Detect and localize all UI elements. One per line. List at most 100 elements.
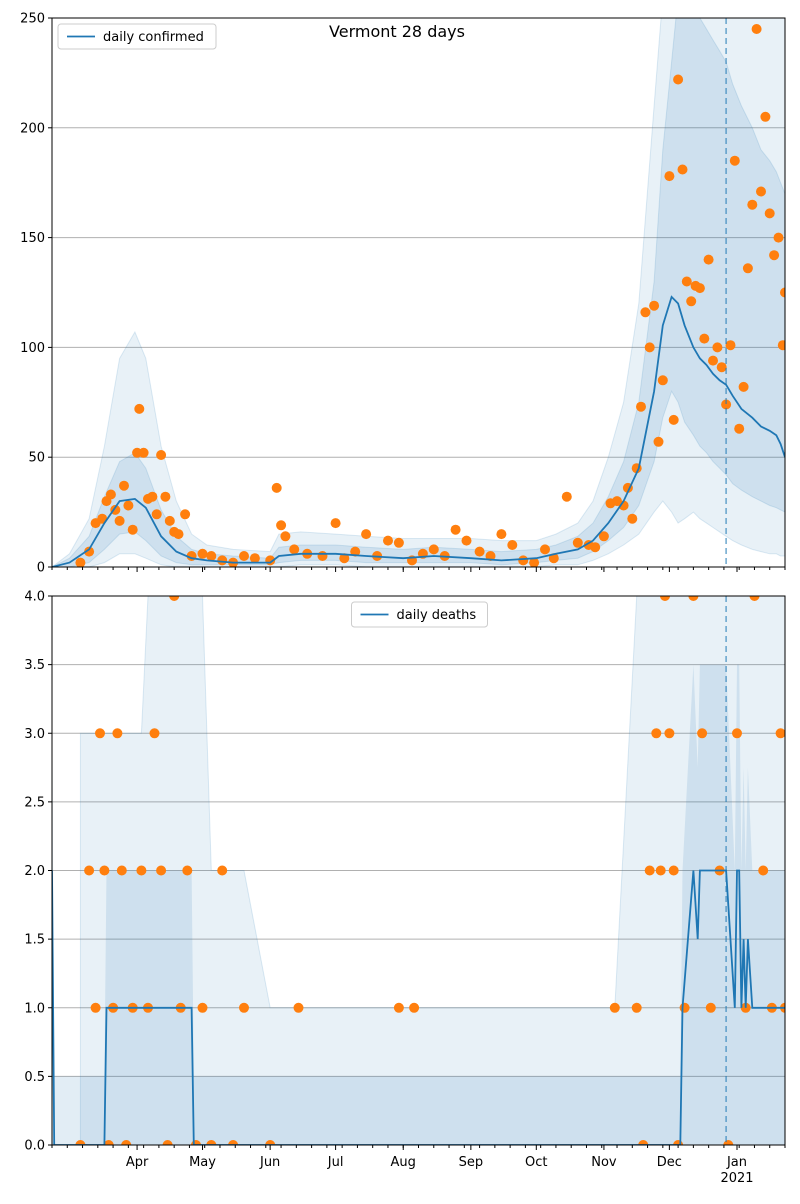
observation-point (75, 557, 86, 567)
observation-point (507, 540, 518, 550)
x-year-label: 2021 (720, 1171, 753, 1186)
observation-point (317, 551, 328, 561)
legend: daily confirmed (57, 23, 217, 50)
axes-frame (51, 595, 786, 1146)
observation-point (103, 1140, 114, 1145)
observation-point (265, 1140, 276, 1145)
observation-point (732, 728, 742, 739)
observation-point (169, 596, 180, 601)
x-tick-label: Nov (591, 1155, 617, 1170)
observation-point (729, 155, 740, 166)
observation-point (173, 529, 184, 540)
top-panel: 0 50 100 150 200 250 daily confirmed (20, 12, 786, 576)
legend: daily deaths (351, 601, 488, 628)
observation-point (112, 728, 123, 739)
y-tick-label: 250 (20, 12, 45, 27)
observation-point (644, 865, 655, 876)
observation-point (114, 515, 125, 526)
x-tick-label: Jul (327, 1155, 344, 1170)
observation-point (699, 333, 710, 344)
x-tick-label: Jan (726, 1155, 747, 1170)
legend-label: daily deaths (397, 608, 477, 623)
x-tick-label: May (189, 1155, 216, 1170)
y-tick-label: 0.5 (24, 1070, 45, 1085)
y-tick-label: 0 (37, 561, 45, 576)
observation-point (461, 535, 472, 546)
observation-point (119, 480, 129, 491)
observation-point (75, 1140, 86, 1145)
observation-point (239, 551, 249, 561)
y-tick-label: 4.0 (24, 590, 45, 605)
observation-point (705, 1002, 716, 1013)
observation-point (738, 381, 749, 392)
observation-point (716, 362, 727, 373)
observation-point (116, 865, 127, 876)
observation-point (627, 513, 638, 524)
observation-point (160, 491, 171, 502)
observation-point (598, 531, 609, 542)
observation-point (742, 263, 753, 274)
observation-point (239, 1002, 249, 1013)
observation-point (673, 74, 684, 85)
observation-point (164, 515, 175, 526)
observation-point (450, 524, 461, 535)
y-tick-label: 0.0 (24, 1139, 45, 1154)
observation-point (182, 865, 193, 876)
y-tick-label: 50 (28, 451, 45, 466)
observation-point (197, 548, 208, 559)
observation-point (276, 520, 287, 531)
observation-point (668, 414, 679, 425)
observation-point (712, 342, 723, 353)
observation-point (518, 555, 529, 566)
observation-point (760, 111, 771, 122)
plot-area (52, 18, 785, 567)
observation-point (84, 865, 95, 876)
observation-point (686, 296, 697, 307)
observation-point (197, 1002, 208, 1013)
y-tick-label: 100 (20, 341, 45, 356)
y-tick-label: 1.5 (24, 933, 45, 948)
observation-point (350, 546, 361, 557)
legend-label: daily confirmed (103, 30, 204, 45)
observation-point (694, 283, 705, 294)
observation-point (339, 553, 350, 564)
observation-point (725, 340, 736, 351)
axes-frame (51, 17, 786, 568)
y-tick-label: 200 (20, 121, 45, 136)
observation-point (609, 1002, 620, 1013)
observation-point (618, 500, 629, 511)
observation-point (156, 865, 167, 876)
observation-point (561, 491, 572, 502)
confidence-band-inner (52, 18, 785, 567)
observation-point (95, 728, 105, 739)
observation-point (764, 208, 775, 219)
bottom-panel: 0.0 0.5 1.0 1.5 2.0 2.5 3.0 3.5 4.0 Apr May Jun Jul A… (24, 590, 786, 1186)
observation-point (217, 555, 228, 566)
observation-point (162, 1140, 173, 1145)
x-tick-label: Sep (459, 1155, 484, 1170)
observation-point (721, 399, 732, 410)
y-tick-label: 150 (20, 231, 45, 246)
observation-point (703, 254, 714, 265)
observation-point (734, 423, 745, 434)
observation-point (644, 342, 655, 353)
observation-point (747, 199, 758, 210)
observation-point (383, 535, 393, 546)
observation-point (280, 531, 291, 542)
confidence-band-outer (52, 18, 785, 567)
observation-point (651, 728, 662, 739)
y-tick-label: 3.0 (24, 727, 45, 742)
y-tick-label: 2.5 (24, 795, 45, 810)
observation-point (330, 518, 341, 529)
series-line (52, 869, 785, 1145)
observation-point (156, 450, 167, 460)
observation-point (638, 1140, 649, 1145)
x-tick-label: Dec (657, 1155, 682, 1170)
observation-point (206, 551, 217, 561)
observation-point (84, 546, 95, 557)
observation-point (136, 865, 147, 876)
x-tick-label: Oct (525, 1155, 547, 1170)
observation-point (180, 509, 191, 520)
y-tick-label: 2.0 (24, 864, 45, 879)
